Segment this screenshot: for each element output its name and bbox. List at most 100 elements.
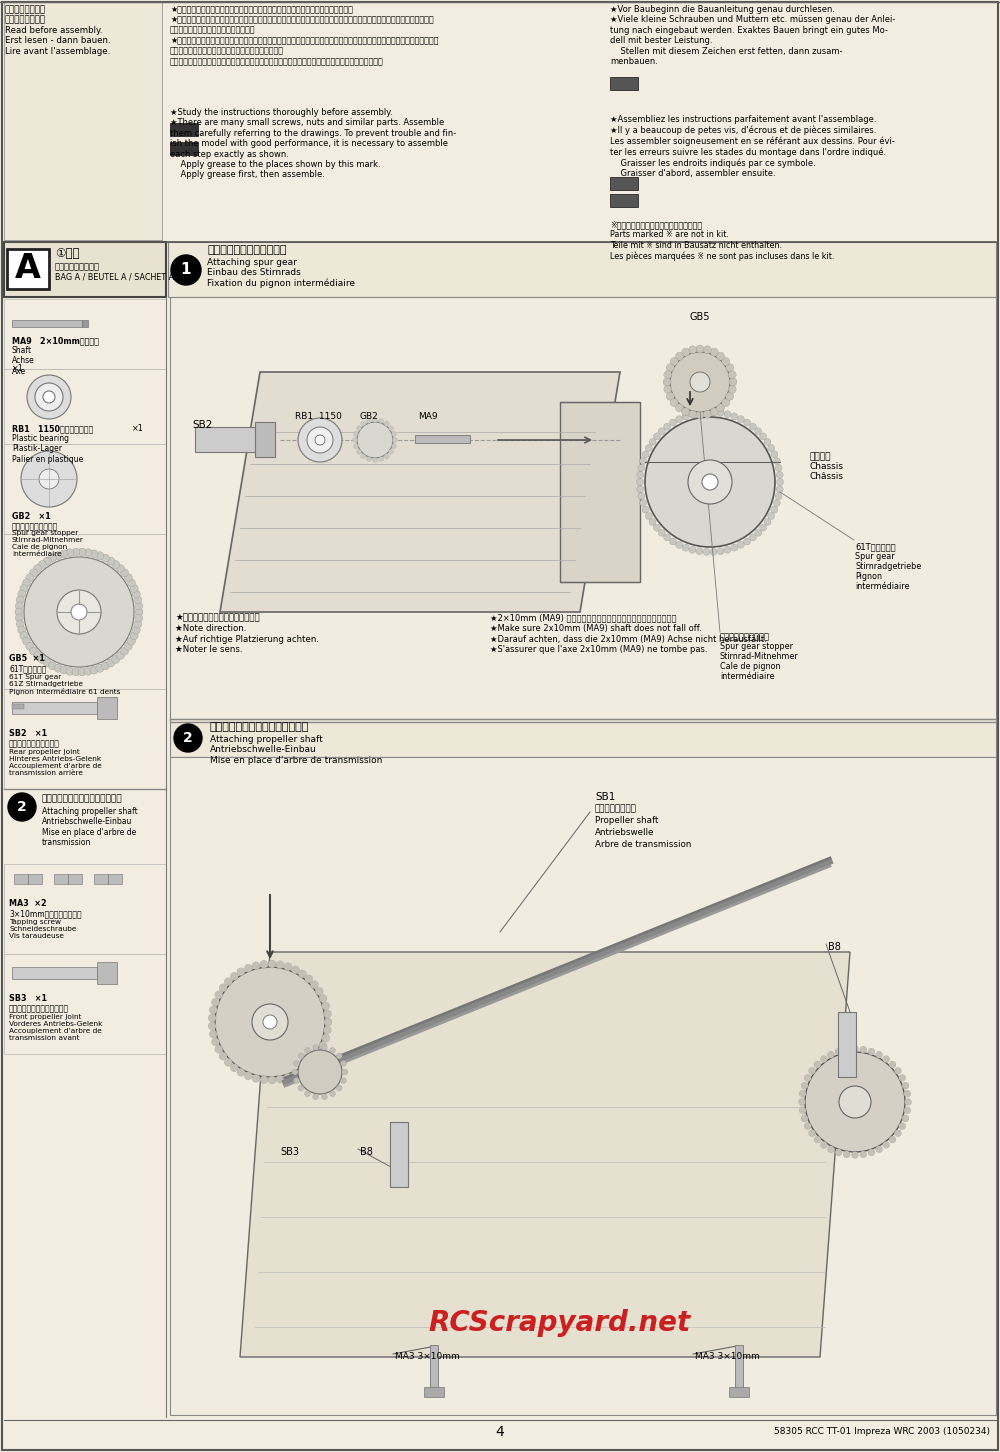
Circle shape bbox=[366, 418, 371, 424]
Polygon shape bbox=[220, 372, 620, 611]
Circle shape bbox=[16, 595, 24, 604]
Circle shape bbox=[134, 620, 142, 629]
Text: SB3   ×1: SB3 ×1 bbox=[9, 995, 47, 1003]
Text: ★2×10mm (MA9) シャフトを落とさないように注意してください。
★Make sure 2x10mm (MA9) shaft does not fall: ★2×10mm (MA9) シャフトを落とさないように注意してください。 ★Ma… bbox=[490, 614, 767, 653]
Circle shape bbox=[356, 425, 361, 431]
Text: Spur gear stopper: Spur gear stopper bbox=[720, 642, 793, 650]
Circle shape bbox=[658, 428, 665, 434]
Circle shape bbox=[379, 418, 384, 424]
Circle shape bbox=[298, 1085, 304, 1090]
Bar bbox=[82, 319, 88, 327]
Text: ★前後の向きに注意してください。
★Note direction.
★Auf richtige Platzierung achten.
★Noter le se: ★前後の向きに注意してください。 ★Note direction. ★Auf r… bbox=[175, 614, 319, 653]
Circle shape bbox=[649, 439, 656, 446]
Text: 2: 2 bbox=[17, 800, 27, 815]
Circle shape bbox=[21, 452, 77, 507]
Bar bbox=[424, 1387, 444, 1397]
Circle shape bbox=[724, 546, 731, 553]
Circle shape bbox=[321, 1093, 327, 1099]
Circle shape bbox=[664, 423, 671, 430]
Circle shape bbox=[353, 444, 358, 449]
Text: Front propeller joint
Vorderes Antriebs-Gelenk
Accouplement d'arbre de
transmiss: Front propeller joint Vorderes Antriebs-… bbox=[9, 1013, 102, 1041]
Circle shape bbox=[689, 546, 696, 553]
Circle shape bbox=[392, 444, 397, 449]
Text: 61Tスパーギヤ: 61Tスパーギヤ bbox=[9, 664, 46, 672]
Circle shape bbox=[72, 668, 80, 677]
Circle shape bbox=[322, 1034, 330, 1043]
Circle shape bbox=[215, 967, 325, 1077]
Circle shape bbox=[315, 987, 323, 995]
Circle shape bbox=[284, 963, 292, 971]
Text: Attaching propeller shaft
Antriebschwelle-Einbau
Mise en place d'arbre de
transm: Attaching propeller shaft Antriebschwell… bbox=[42, 807, 138, 847]
Circle shape bbox=[640, 457, 647, 465]
Text: intermédiaire: intermédiaire bbox=[720, 672, 774, 681]
Bar bbox=[4, 1, 162, 240]
Circle shape bbox=[134, 595, 142, 604]
Circle shape bbox=[90, 550, 98, 558]
Circle shape bbox=[292, 1069, 298, 1074]
Circle shape bbox=[392, 437, 398, 443]
Circle shape bbox=[771, 452, 778, 457]
Circle shape bbox=[313, 1044, 319, 1050]
Circle shape bbox=[645, 444, 652, 452]
Circle shape bbox=[776, 485, 783, 492]
Circle shape bbox=[703, 346, 711, 354]
Circle shape bbox=[291, 966, 299, 974]
Circle shape bbox=[902, 1115, 909, 1122]
Circle shape bbox=[336, 1085, 342, 1090]
Text: ※の部品はキットには含まれていません。
Parts marked ※ are not in kit.
Teile mit ※ sind in Bausatz n: ※の部品はキットには含まれていません。 Parts marked ※ are n… bbox=[610, 221, 834, 261]
Circle shape bbox=[305, 1061, 313, 1069]
Text: Plastic bearing
Plastik-Lager
Palier en plastique: Plastic bearing Plastik-Lager Palier en … bbox=[12, 434, 83, 463]
Circle shape bbox=[121, 569, 129, 576]
Circle shape bbox=[121, 648, 129, 655]
Text: ★Study the instructions thoroughly before assembly.
★There are many small screws: ★Study the instructions thoroughly befor… bbox=[170, 107, 456, 180]
Circle shape bbox=[843, 1045, 850, 1053]
Circle shape bbox=[43, 659, 51, 666]
Text: 3×10mm皿タッピングビス: 3×10mm皿タッピングビス bbox=[9, 909, 82, 918]
Circle shape bbox=[20, 584, 28, 592]
Circle shape bbox=[54, 552, 62, 559]
Circle shape bbox=[84, 549, 92, 556]
Text: スパーギヤストッパー: スパーギヤストッパー bbox=[720, 632, 770, 640]
Text: 〈スパーギヤの取り付け〉: 〈スパーギヤの取り付け〉 bbox=[207, 245, 287, 256]
Text: Tapping screw
Schneideschraube
Vis taraudeuse: Tapping screw Schneideschraube Vis tarau… bbox=[9, 919, 76, 939]
Circle shape bbox=[352, 437, 358, 443]
Circle shape bbox=[637, 485, 644, 492]
Text: SB2   ×1: SB2 ×1 bbox=[9, 729, 47, 738]
Circle shape bbox=[39, 469, 59, 489]
Circle shape bbox=[101, 555, 109, 562]
Bar bbox=[14, 874, 42, 884]
Text: GB5  ×1: GB5 ×1 bbox=[9, 653, 45, 664]
Circle shape bbox=[263, 1015, 277, 1029]
Circle shape bbox=[889, 1061, 896, 1069]
Circle shape bbox=[124, 574, 132, 582]
Text: スパーギヤストッパー: スパーギヤストッパー bbox=[12, 523, 58, 531]
Circle shape bbox=[372, 457, 378, 463]
Circle shape bbox=[298, 1053, 304, 1059]
Circle shape bbox=[860, 1151, 867, 1157]
Circle shape bbox=[60, 666, 68, 674]
Circle shape bbox=[127, 579, 135, 587]
Text: SB1: SB1 bbox=[595, 791, 615, 802]
Circle shape bbox=[135, 614, 143, 621]
Circle shape bbox=[260, 1076, 268, 1083]
Circle shape bbox=[304, 1090, 310, 1096]
Text: シャーシ: シャーシ bbox=[810, 452, 832, 460]
Circle shape bbox=[801, 1082, 808, 1089]
Circle shape bbox=[209, 1006, 217, 1013]
Bar bbox=[610, 77, 638, 90]
Circle shape bbox=[814, 1061, 821, 1069]
Text: A: A bbox=[15, 251, 41, 285]
Circle shape bbox=[760, 524, 767, 531]
Circle shape bbox=[717, 547, 724, 555]
Text: ×1: ×1 bbox=[12, 364, 24, 373]
Bar bbox=[170, 298, 996, 722]
Circle shape bbox=[675, 404, 683, 412]
Circle shape bbox=[313, 1093, 319, 1099]
Text: 61Tスパーギヤ: 61Tスパーギヤ bbox=[855, 542, 896, 550]
Circle shape bbox=[24, 558, 134, 666]
Circle shape bbox=[883, 1141, 890, 1149]
Circle shape bbox=[361, 453, 366, 459]
Text: Cale de pignon: Cale de pignon bbox=[720, 662, 780, 671]
Circle shape bbox=[689, 346, 697, 354]
Circle shape bbox=[15, 603, 23, 610]
